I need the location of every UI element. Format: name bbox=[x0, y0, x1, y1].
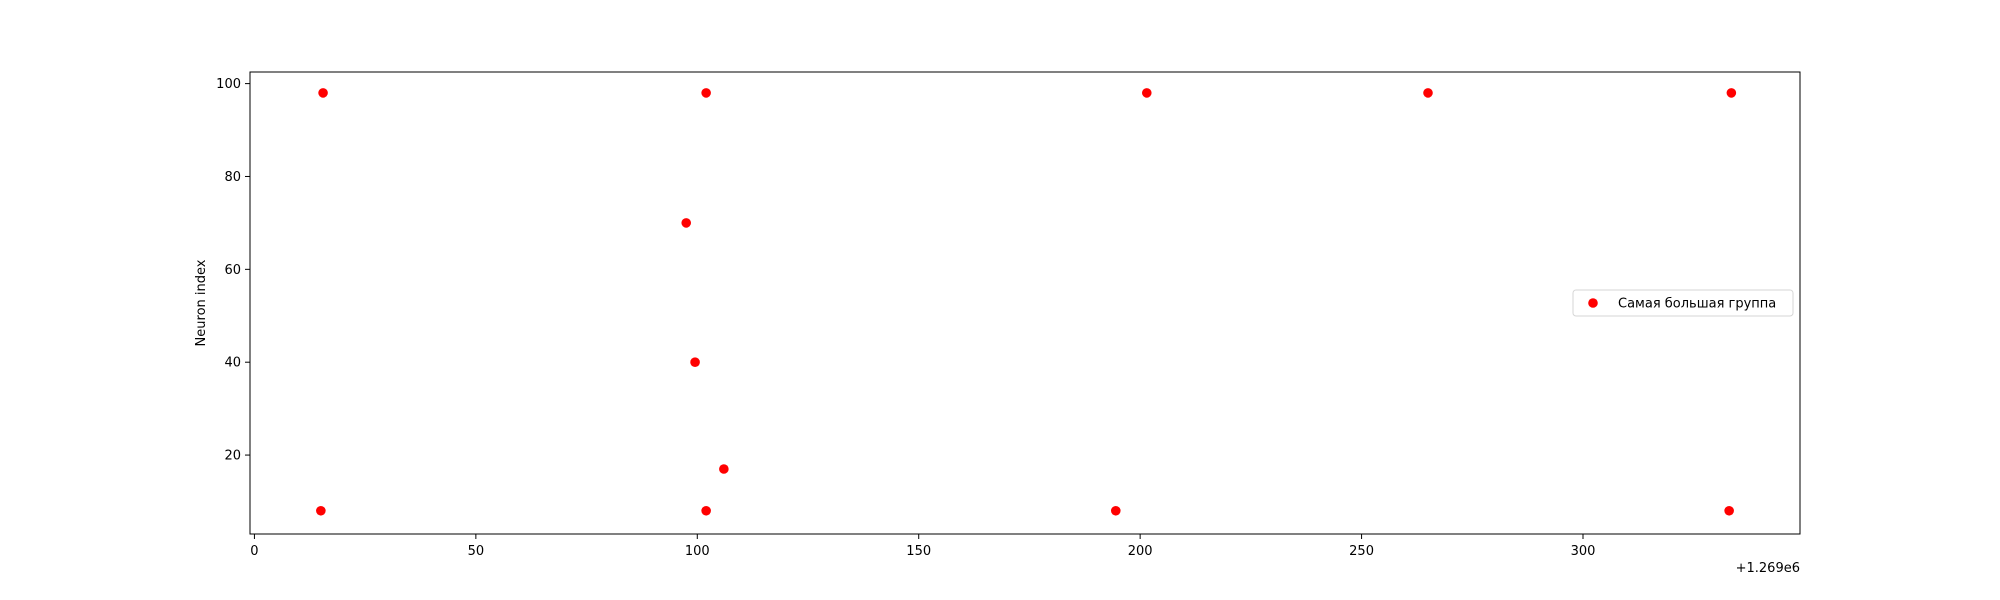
legend-box bbox=[1572, 289, 1794, 317]
y-tick-label: 80 bbox=[224, 170, 241, 185]
y-axis-label: Neuron index bbox=[194, 259, 209, 346]
y-axis-ticks: 20 40 60 80 100 bbox=[216, 77, 250, 464]
y-tick-label: 20 bbox=[224, 449, 241, 464]
scatter-point bbox=[719, 464, 729, 474]
scatter-point bbox=[316, 505, 326, 516]
x-axis-ticks: 0 50 100 150 200 250 300 bbox=[250, 534, 1595, 559]
scatter-point bbox=[1110, 505, 1121, 516]
legend-label: Самая большая группа bbox=[1618, 297, 1776, 312]
x-tick-label: 300 bbox=[1571, 544, 1596, 559]
scatter-point bbox=[701, 505, 711, 516]
x-tick-label: 50 bbox=[468, 544, 485, 559]
x-tick-label: 0 bbox=[250, 544, 258, 559]
legend: Самая большая группа bbox=[1572, 289, 1794, 317]
x-tick-label: 150 bbox=[906, 544, 931, 559]
scatter-points bbox=[316, 88, 1737, 516]
scatter-point bbox=[681, 218, 692, 228]
y-tick-label: 40 bbox=[224, 356, 241, 371]
scatter-point bbox=[1724, 505, 1734, 516]
y-tick-label: 60 bbox=[224, 263, 241, 278]
y-tick-label: 100 bbox=[216, 77, 241, 92]
x-tick-label: 100 bbox=[685, 544, 710, 559]
scatter-point bbox=[1141, 88, 1152, 98]
x-tick-label: 250 bbox=[1349, 544, 1374, 559]
scatter-point bbox=[318, 88, 328, 98]
scatter-point bbox=[1726, 88, 1737, 98]
x-tick-label: 200 bbox=[1128, 544, 1153, 559]
plot-area-frame bbox=[249, 71, 1801, 535]
scatter-point bbox=[701, 88, 711, 98]
legend-marker bbox=[1588, 298, 1598, 308]
scatter-point bbox=[690, 357, 700, 368]
scatter-point bbox=[1423, 88, 1433, 98]
x-axis-offset-label: +1.269e6 bbox=[1736, 561, 1800, 576]
